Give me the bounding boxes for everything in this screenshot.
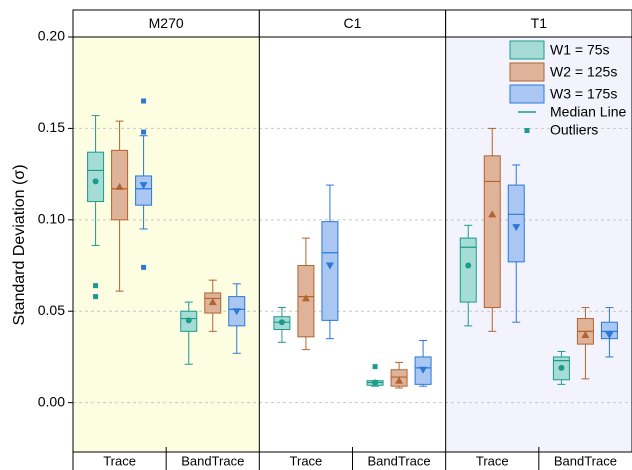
mean-marker <box>325 262 334 270</box>
legend-swatch <box>509 84 545 104</box>
box <box>459 237 477 303</box>
legend-label: W1 = 75s <box>550 42 610 58</box>
box <box>321 221 339 321</box>
x-tick-label: BandTrace <box>368 453 431 468</box>
mean-marker <box>185 317 192 324</box>
mean-marker <box>558 364 565 371</box>
mean-marker <box>581 330 590 338</box>
mean-marker <box>395 376 404 384</box>
box <box>135 175 153 206</box>
panel-background <box>73 37 260 452</box>
legend-outlier-swatch <box>524 128 530 133</box>
mean-marker <box>208 298 217 306</box>
mean-marker <box>139 182 148 190</box>
y-axis-label: Standard Deviation (σ) <box>11 164 28 325</box>
mean-marker <box>278 319 285 326</box>
mean-marker <box>115 182 124 190</box>
x-tick-label: Trace <box>476 453 509 468</box>
mean-marker <box>92 178 99 185</box>
panel-title: T1 <box>531 15 548 31</box>
panel-header <box>258 9 447 38</box>
box <box>483 155 501 309</box>
x-tick-label: BandTrace <box>554 453 617 468</box>
mean-marker <box>605 331 614 339</box>
outlier <box>372 364 378 370</box>
mean-marker <box>419 366 428 374</box>
y-tick-label: 0.20 <box>38 28 65 44</box>
panel-title: C1 <box>344 15 362 31</box>
y-tick-label: 0.05 <box>38 302 65 318</box>
panel-header <box>72 9 260 38</box>
mean-marker <box>372 379 379 386</box>
outlier <box>141 98 147 104</box>
x-tick-label: Trace <box>290 453 323 468</box>
outlier <box>93 283 99 289</box>
legend-label: W3 = 175s <box>550 86 617 102</box>
panel-background <box>259 37 446 452</box>
outlier <box>141 264 147 270</box>
mean-marker <box>512 224 521 232</box>
legend-label: Outliers <box>550 122 598 138</box>
box <box>507 184 525 263</box>
mean-marker <box>465 262 472 269</box>
legend-label: W2 = 125s <box>550 64 617 80</box>
outlier <box>141 129 147 135</box>
legend-label: Median Line <box>550 104 626 120</box>
mean-marker <box>488 210 497 218</box>
legend: W1 = 75s W2 = 125s W3 = 175s Median Line Out… <box>509 40 626 138</box>
mean-marker <box>232 308 241 316</box>
y-tick-label: 0.00 <box>38 393 65 409</box>
panel-title: M270 <box>149 15 184 31</box>
x-tick-label: Trace <box>103 453 136 468</box>
y-tick-label: 0.10 <box>38 211 65 227</box>
mean-marker <box>301 294 310 302</box>
panel-header <box>445 9 632 38</box>
y-tick-label: 0.15 <box>38 119 65 135</box>
outlier <box>93 294 99 300</box>
box <box>87 151 105 203</box>
legend-swatch <box>509 62 545 82</box>
x-tick-label: BandTrace <box>181 453 244 468</box>
legend-swatch <box>509 40 545 60</box>
